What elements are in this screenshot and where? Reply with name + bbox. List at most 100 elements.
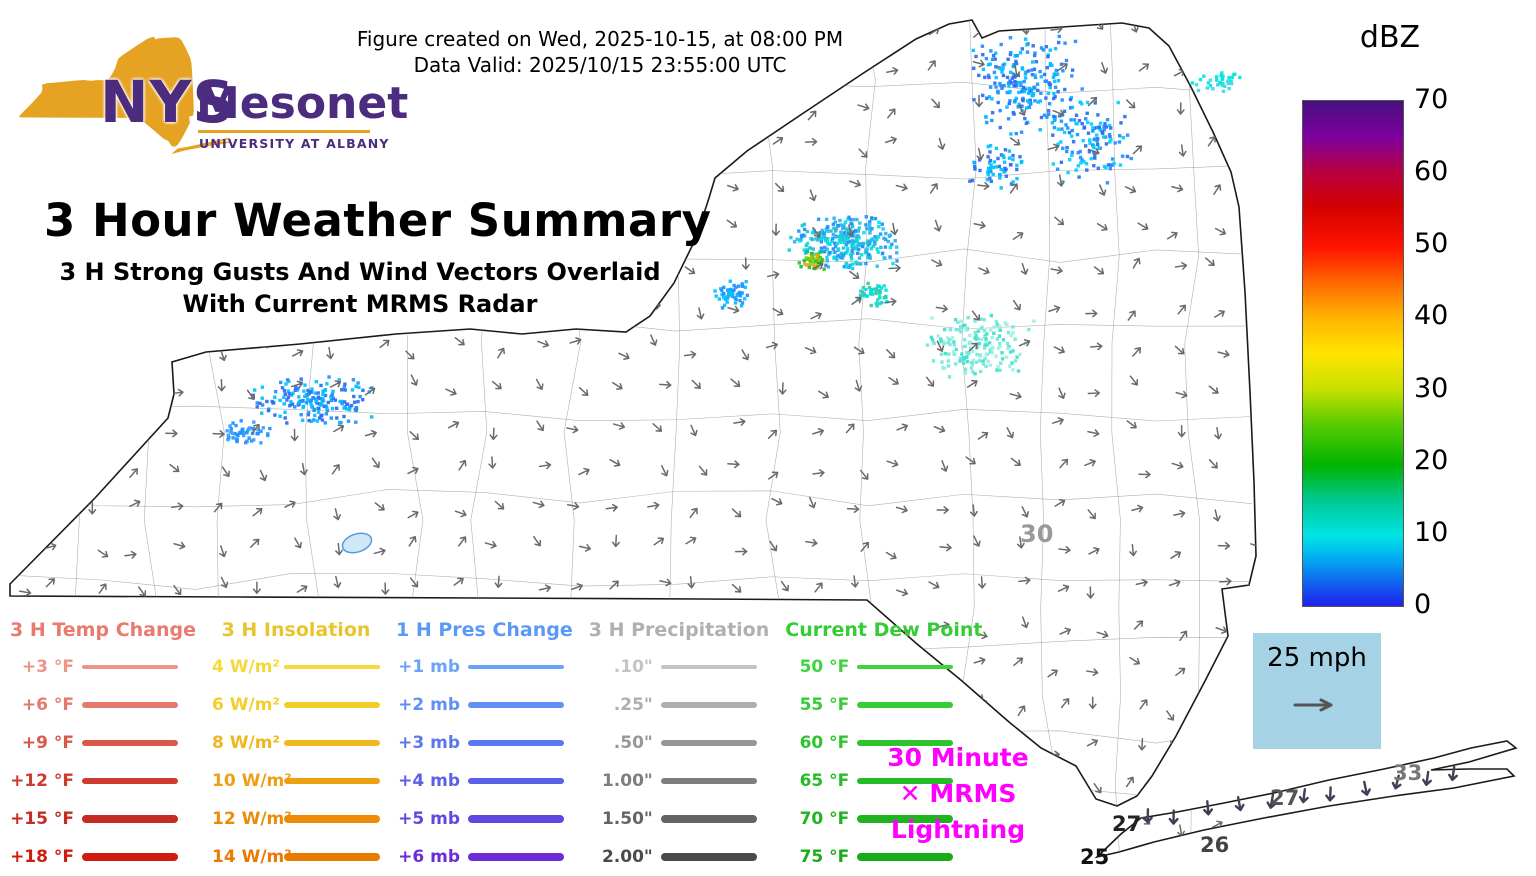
legend-row: 50 °F [785, 648, 982, 686]
wind-reference-arrow-icon [1293, 698, 1333, 712]
legend-row: 1.50" [589, 800, 770, 838]
nys-mesonet-logo: NYS Mesonet UNIVERSITY AT ALBANY [18, 8, 408, 178]
colorbar-tick: 50 [1414, 228, 1449, 260]
legend-row: 1.00" [589, 762, 770, 800]
lightning-legend-line1: 30 Minute [887, 743, 1029, 772]
dbz-colorbar [1302, 100, 1404, 607]
legend-row-swatch [284, 740, 380, 746]
legend-column: 3 H Insolation 4 W/m² 6 W/m² 8 W/m² 10 W/m² 1… [212, 612, 380, 876]
legend-row: +15 °F [10, 800, 196, 838]
legend-row: +6 mb [396, 838, 573, 876]
legend-row-swatch [468, 777, 564, 785]
colorbar-tick: 70 [1414, 84, 1449, 115]
legend-row-label: 6 W/m² [212, 695, 280, 715]
legend-row-label: +3 °F [21, 657, 74, 677]
legend-column-header: 3 H Precipitation [588, 619, 770, 641]
legend-row-swatch [857, 740, 954, 746]
colorbar-title: dBZ [1359, 20, 1421, 55]
legend-row: 10 W/m² [212, 762, 380, 800]
legend-row-label: +6 mb [398, 847, 460, 867]
page-title: 3 Hour Weather Summary [44, 194, 712, 247]
legend-row: 8 W/m² [212, 724, 380, 762]
legend-column-header: 3 H Temp Change [10, 619, 196, 641]
legend-row-label: +1 mb [398, 657, 460, 677]
legend-row-label: 1.50" [601, 809, 653, 829]
legend-row-swatch [857, 702, 954, 708]
legend-row-label: +18 °F [10, 847, 74, 867]
colorbar-tick: 40 [1414, 300, 1449, 332]
legend-row-label: 55 °F [799, 695, 850, 715]
legend-row-swatch [284, 777, 380, 785]
legend-column-header: 1 H Pres Change [396, 619, 573, 641]
legend-row-label: 4 W/m² [212, 657, 280, 677]
legend-row-label: 50 °F [799, 657, 850, 677]
colorbar-ticks: 70 60 50 40 30 20 10 0 [1414, 86, 1484, 618]
legend-row: +3 mb [396, 724, 573, 762]
legend-row: 4 W/m² [212, 648, 380, 686]
legend-row: +1 mb [396, 648, 573, 686]
legend-column: 3 H Temp Change +3 °F +6 °F +9 °F +12 °F +15 … [10, 612, 196, 876]
legend-row-label: 70 °F [799, 809, 850, 829]
legend-row-swatch [82, 664, 178, 670]
legend-row-swatch [284, 853, 380, 861]
long-island-gust-arrows [1142, 765, 1458, 825]
legend-row-swatch [284, 702, 380, 708]
lightning-legend-mrms: MRMS [929, 779, 1017, 808]
legend-row: +2 mb [396, 686, 573, 724]
radar-echoes [225, 34, 1242, 445]
legend-row-label: +3 mb [398, 733, 460, 753]
legend-row-swatch [660, 664, 757, 670]
legend-row: .10" [589, 648, 770, 686]
legend-row-swatch [468, 664, 564, 670]
legend-row-swatch [660, 853, 757, 861]
legend-row: +9 °F [10, 724, 196, 762]
legend: 3 H Temp Change +3 °F +6 °F +9 °F +12 °F +15 … [10, 612, 983, 876]
legend-row-label: .10" [613, 657, 653, 677]
legend-row-label: +6 °F [21, 695, 74, 715]
data-valid-text: Data Valid: 2025/10/15 23:55:00 UTC [413, 53, 787, 77]
legend-row: 2.00" [589, 838, 770, 876]
legend-row: 70 °F [785, 800, 982, 838]
legend-row-label: 10 W/m² [212, 771, 292, 791]
legend-row-label: +12 °F [10, 771, 74, 791]
legend-row-label: +4 mb [398, 771, 460, 791]
legend-row: +3 °F [10, 648, 196, 686]
wind-reference-box: 25 mph [1253, 633, 1381, 749]
legend-row-swatch [82, 815, 178, 823]
legend-row: +18 °F [10, 838, 196, 876]
legend-row-label: +15 °F [10, 809, 74, 829]
figure-subtitle-line2: With Current MRMS Radar [182, 290, 538, 318]
legend-column: 1 H Pres Change +1 mb +2 mb +3 mb +4 mb +5 mb… [396, 612, 573, 876]
legend-row-label: .50" [613, 733, 653, 753]
colorbar-tick: 30 [1414, 372, 1449, 404]
legend-row-swatch [468, 853, 564, 861]
legend-row-swatch [660, 815, 757, 823]
legend-column: 3 H Precipitation .10" .25" .50" 1.00" 1.50" 2… [589, 612, 770, 876]
legend-row-label: 65 °F [799, 771, 850, 791]
legend-row-swatch [660, 740, 757, 746]
legend-row: 12 W/m² [212, 800, 380, 838]
legend-row-swatch [284, 664, 380, 670]
legend-row-label: 12 W/m² [212, 809, 292, 829]
colorbar-tick: 60 [1414, 156, 1449, 188]
lightning-legend: 30 Minute ✕ MRMS Lightning [868, 740, 1048, 848]
lake-icon [341, 532, 373, 554]
lightning-x-icon: ✕ [899, 779, 921, 808]
legend-row-label: 1.00" [601, 771, 653, 791]
legend-row-swatch [284, 815, 380, 823]
lightning-legend-line3: Lightning [890, 815, 1026, 844]
legend-row: +6 °F [10, 686, 196, 724]
legend-column-header: 3 H Insolation [221, 619, 371, 641]
legend-row: 14 W/m² [212, 838, 380, 876]
legend-row-label: 8 W/m² [212, 733, 280, 753]
logo-mesonet-text: Mesonet [196, 78, 409, 129]
legend-row-label: +5 mb [398, 809, 460, 829]
logo-divider [198, 130, 370, 133]
colorbar-tick: 20 [1414, 444, 1449, 476]
legend-row: +4 mb [396, 762, 573, 800]
legend-column: Current Dew Point 50 °F 55 °F 60 °F 65 °F 70 … [785, 612, 982, 876]
legend-row-swatch [857, 853, 954, 861]
legend-row-swatch [468, 815, 564, 823]
